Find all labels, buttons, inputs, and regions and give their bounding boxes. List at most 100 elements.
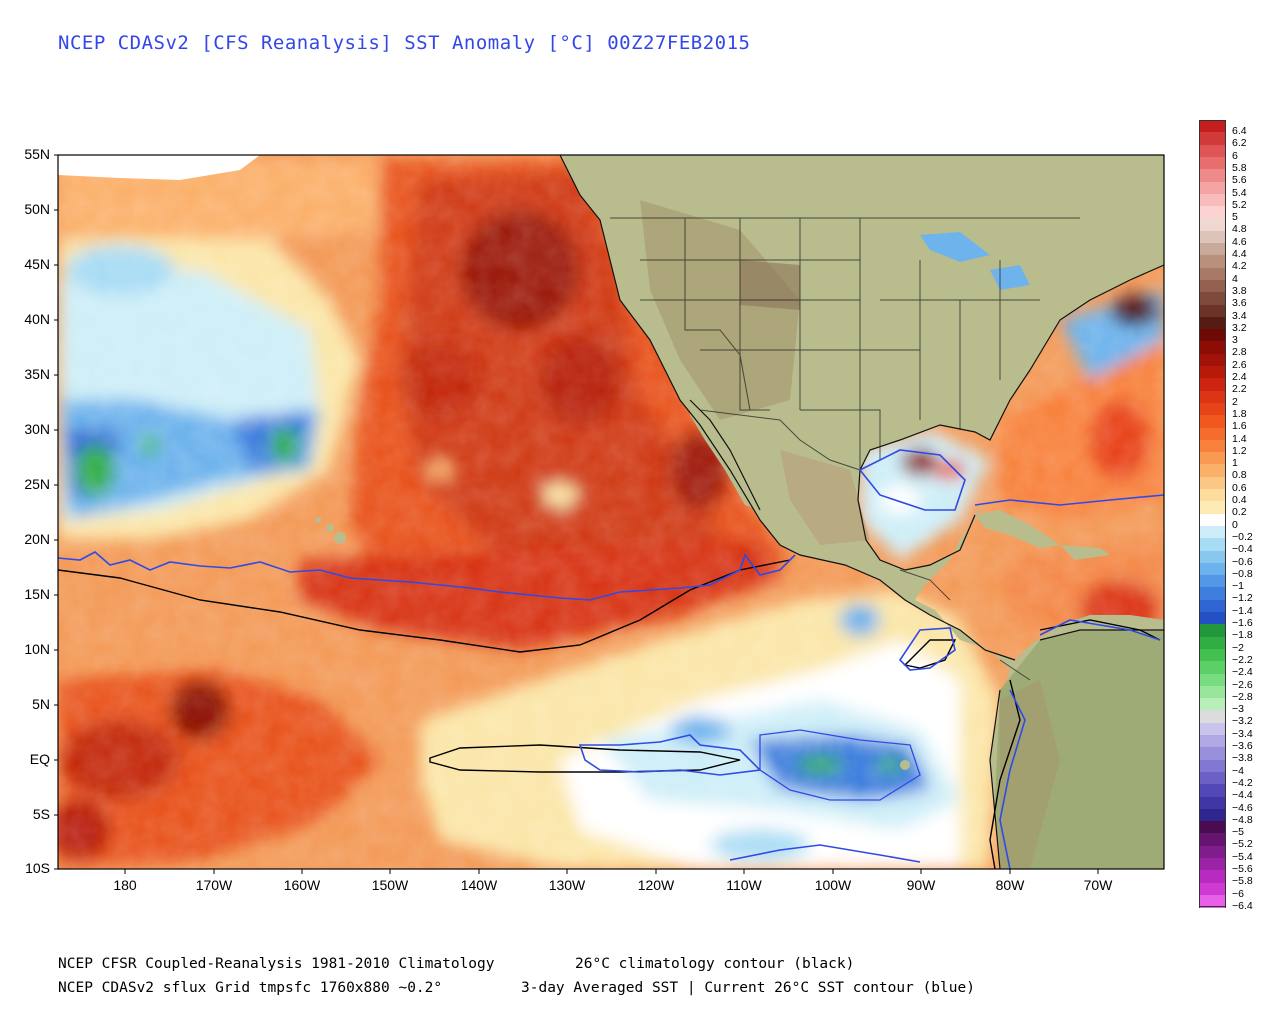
map-frame [57, 154, 1165, 870]
legend-label: 2 [1232, 395, 1238, 408]
legend-label: 5.4 [1232, 186, 1247, 199]
legend-label: 5.2 [1232, 198, 1247, 211]
legend-label: −0.8 [1232, 567, 1253, 580]
legend-label: −5 [1232, 826, 1244, 839]
footer-line-2: NCEP CDASv2 sflux Grid tmpsfc 1760x880 ~… [58, 980, 975, 996]
page-title: NCEP CDASv2 [CFS Reanalysis] SST Anomaly… [58, 32, 751, 54]
sst-contour [58, 449, 1164, 869]
legend-label: 4.6 [1232, 235, 1247, 248]
legend-label: −2.4 [1232, 666, 1253, 679]
coastlines [559, 155, 1164, 869]
legend-label: −4.8 [1232, 813, 1253, 826]
legend-label: 2.6 [1232, 358, 1247, 371]
legend-label: −3 [1232, 703, 1244, 716]
legend-label: 0.4 [1232, 494, 1247, 506]
legend-label: −0.2 [1232, 530, 1253, 543]
legend-label: −5.4 [1232, 850, 1253, 863]
legend-label: −1.8 [1232, 629, 1253, 642]
legend-label: 3.8 [1232, 284, 1247, 297]
lat-label: 20N [24, 531, 50, 547]
legend-label: −1.6 [1232, 617, 1253, 629]
legend-frame [1199, 120, 1226, 908]
legend-label: −6.4 [1232, 899, 1253, 912]
legend-label: 0.8 [1232, 469, 1247, 482]
lon-label: 160W [283, 877, 321, 893]
lat-label: 55N [24, 146, 50, 162]
legend-label: 3.4 [1232, 309, 1247, 322]
legend-label: 1.8 [1232, 407, 1247, 420]
legend-label: 1 [1232, 457, 1238, 470]
lat-label: 50N [24, 201, 50, 217]
political-borders [610, 217, 1080, 681]
lat-label: 5S [32, 806, 50, 822]
legend-label: −2.8 [1232, 690, 1253, 703]
lat-label: 30N [24, 421, 50, 437]
legend-label: 0.2 [1232, 506, 1247, 519]
legend-label: 4.4 [1232, 248, 1247, 260]
lon-label: 170W [195, 877, 233, 893]
lon-label: 110W [726, 877, 762, 893]
legend-label: −6 [1232, 887, 1244, 900]
legend-label: −4.6 [1232, 801, 1253, 814]
lon-label: 140W [460, 877, 498, 893]
legend-label: 5 [1232, 211, 1238, 224]
lon-label: 80W [995, 877, 1025, 893]
lat-label: 25N [24, 476, 50, 492]
legend-label: −3.2 [1232, 715, 1253, 728]
legend-label: −5.8 [1232, 875, 1253, 888]
legend-label: 3 [1232, 334, 1238, 347]
legend-label: 0 [1232, 518, 1238, 531]
footer-sst-contour-note: 3-day Averaged SST | Current 26°C SST co… [521, 980, 975, 996]
legend-label: 4.8 [1232, 223, 1247, 236]
legend-label: 1.2 [1232, 444, 1247, 457]
legend-label: −5.2 [1232, 838, 1253, 851]
legend-label: −2 [1232, 641, 1244, 654]
footer-line-1: NCEP CFSR Coupled-Reanalysis 1981-2010 C… [58, 956, 854, 972]
lon-label: 130W [548, 877, 586, 893]
legend-label: −5.6 [1232, 863, 1253, 875]
legend-label: −2.6 [1232, 678, 1253, 691]
lon-label: 180 [113, 877, 137, 893]
lat-label: 35N [24, 366, 50, 382]
legend-label: 5.6 [1232, 174, 1247, 187]
legend-label: −1 [1232, 580, 1244, 593]
legend-label: −3.4 [1232, 727, 1253, 740]
lat-label: 40N [24, 311, 50, 327]
legend-label: 6 [1232, 149, 1238, 162]
axis-ticks [54, 154, 1099, 874]
footer-climatology-source: NCEP CFSR Coupled-Reanalysis 1981-2010 C… [58, 956, 495, 972]
legend-label: −1.4 [1232, 604, 1253, 617]
legend-label: 5.8 [1232, 161, 1247, 174]
footer-climatology-contour-note: 26°C climatology contour (black) [575, 956, 855, 972]
legend-label: −4.2 [1232, 776, 1253, 789]
lon-label: 150W [371, 877, 409, 893]
legend-label: −0.4 [1232, 543, 1253, 556]
legend-label: 2.2 [1232, 383, 1247, 396]
lon-label: 120W [637, 877, 675, 893]
footer-grid-source: NCEP CDASv2 sflux Grid tmpsfc 1760x880 ~… [58, 980, 443, 996]
lat-label: EQ [29, 751, 50, 767]
legend-label: 3.2 [1232, 321, 1247, 334]
lat-label: 45N [24, 256, 50, 272]
legend-label: −1.2 [1232, 592, 1253, 605]
legend-label: −0.6 [1232, 555, 1253, 568]
lat-label: 10N [24, 641, 50, 657]
legend-label: 2.4 [1232, 371, 1247, 383]
legend-label: 4.2 [1232, 260, 1247, 273]
map-field [58, 155, 1164, 869]
lat-label: 15N [24, 586, 50, 602]
legend-label: 3.6 [1232, 297, 1247, 310]
lon-label: 70W [1083, 877, 1113, 893]
legend-label: 2.8 [1232, 346, 1247, 359]
legend-label: 6.4 [1232, 125, 1247, 137]
legend-label: 1.4 [1232, 432, 1247, 445]
legend-label: −3.8 [1232, 752, 1253, 765]
lat-label: 10S [25, 860, 50, 876]
lat-label: 5N [32, 696, 50, 712]
legend-label: 0.6 [1232, 481, 1247, 494]
lon-label: 90W [906, 877, 936, 893]
legend-label: −4 [1232, 764, 1244, 777]
lon-label: 100W [814, 877, 852, 893]
legend-label: −4.4 [1232, 789, 1253, 802]
legend-label: 6.2 [1232, 137, 1247, 150]
